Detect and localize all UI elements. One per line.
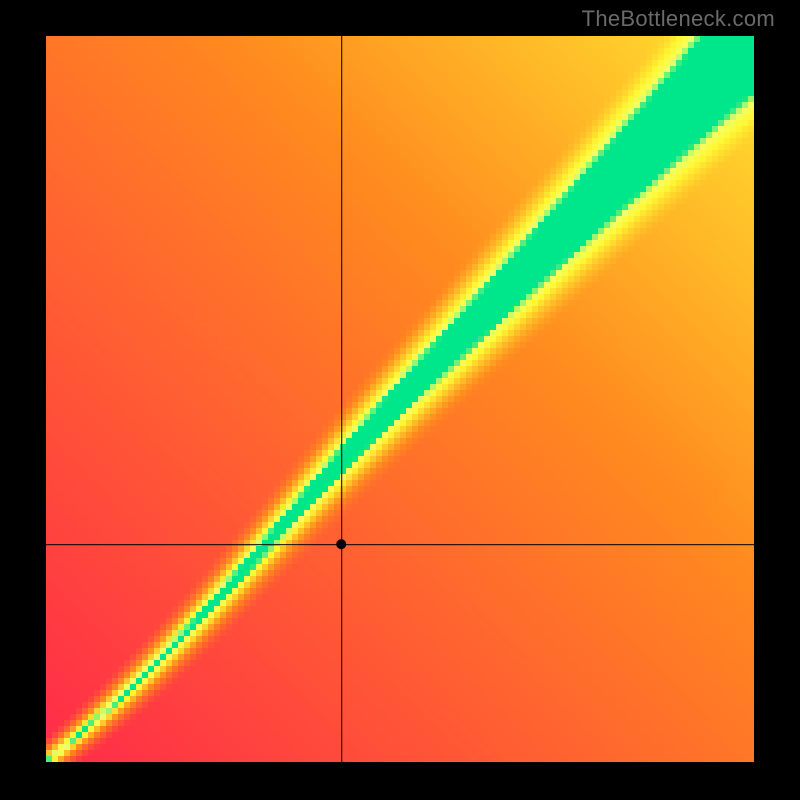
watermark-text: TheBottleneck.com bbox=[582, 6, 775, 32]
chart-container: TheBottleneck.com bbox=[0, 0, 800, 800]
heatmap-canvas bbox=[46, 36, 754, 762]
heatmap-region bbox=[46, 36, 754, 762]
